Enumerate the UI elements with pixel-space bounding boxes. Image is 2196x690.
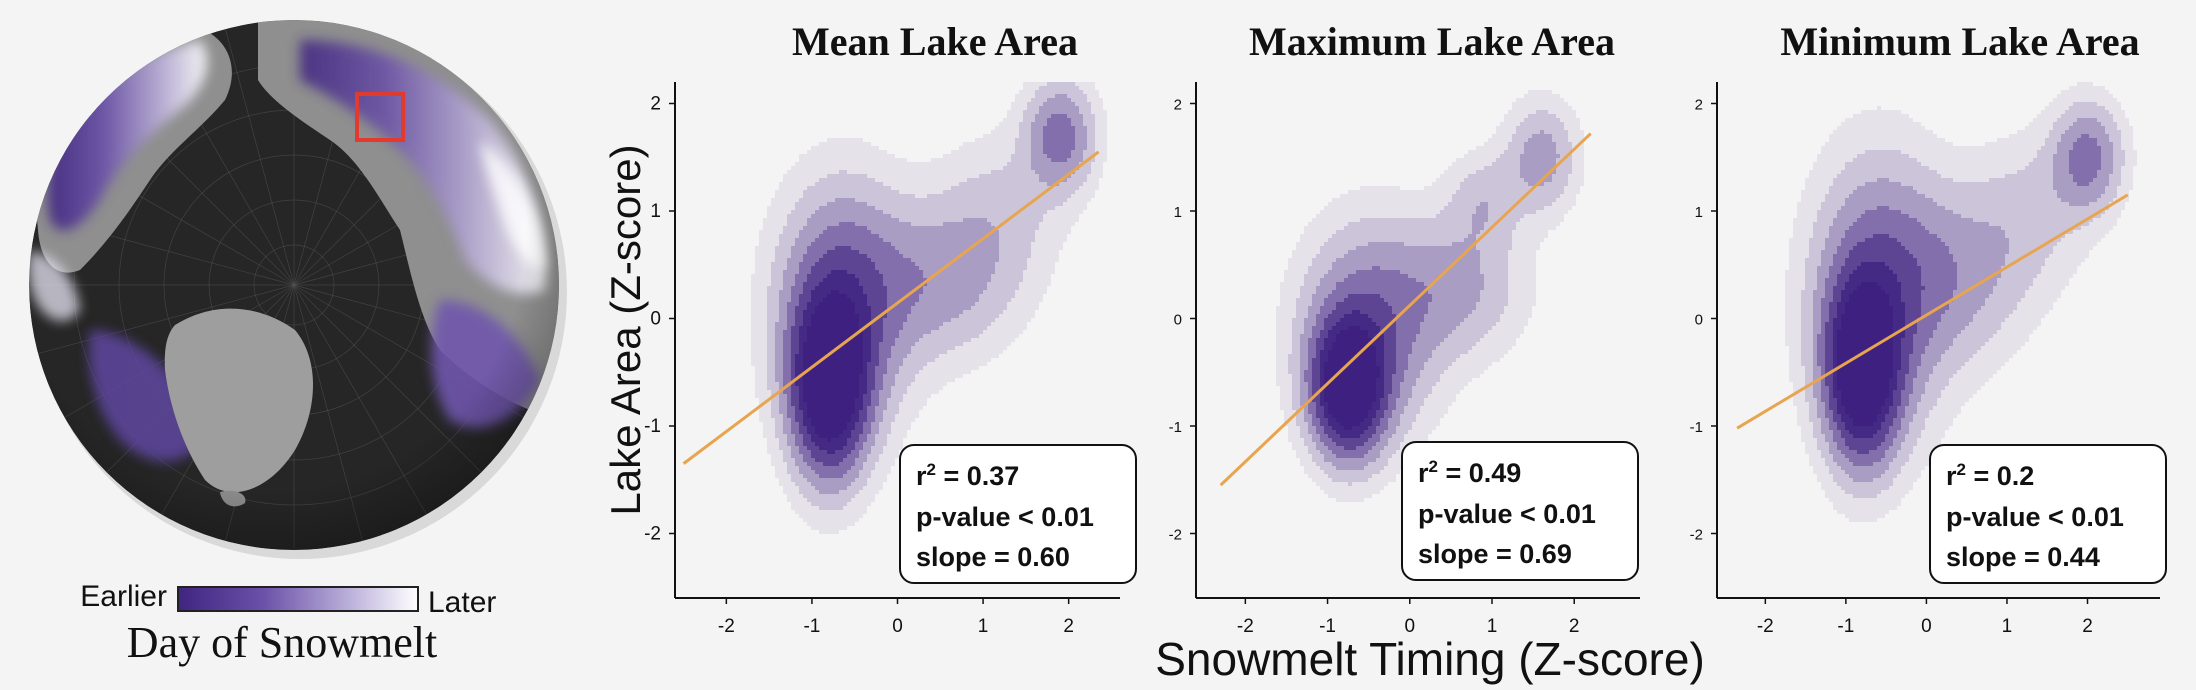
x-tick-label: -2 — [1757, 616, 1774, 637]
regression-line — [1219, 132, 1592, 487]
x-tick-label: -2 — [718, 616, 735, 637]
density-panel: -2 -1 0 1 2 2 1 0 -1 -2 Mean Lake Area r2 = 0.37 p-v… — [644, 19, 1137, 637]
snowmelt-map: Earlier Later Day of Snowmelt — [29, 20, 567, 667]
legend-earlier-label: Earlier — [80, 580, 167, 613]
panel-title: Maximum Lake Area — [1249, 19, 1615, 64]
x-tick-label: -1 — [803, 616, 820, 637]
map-title: Day of Snowmelt — [127, 618, 437, 667]
panel-title: Mean Lake Area — [792, 19, 1078, 64]
density-contours — [1276, 90, 1584, 502]
regression-line — [1736, 193, 2129, 430]
study-area-box — [355, 92, 405, 142]
x-tick-label: 0 — [1921, 616, 1932, 637]
y-tick-label: 2 — [1174, 97, 1182, 114]
y-tick-label: 1 — [1695, 204, 1703, 221]
slope-label: slope = 0.69 — [1418, 539, 1572, 569]
snowmelt-colorbar — [177, 586, 419, 612]
density-panel: -2 -1 0 1 2 2 1 0 -1 -2 Minimum Lake Area r2 = 0.2 p… — [1690, 19, 2167, 637]
x-tick-label: 0 — [892, 616, 903, 637]
shared-y-axis-label: Lake Area (Z-score) — [602, 144, 649, 515]
y-tick-label: 1 — [650, 201, 661, 222]
y-tick-label: -1 — [1690, 419, 1703, 436]
shared-x-axis-label: Snowmelt Timing (Z-score) — [1155, 633, 1705, 685]
stats-box — [899, 444, 1137, 584]
p-value-label: p-value < 0.01 — [1418, 499, 1596, 529]
r-squared-label: r2 = 0.49 — [1418, 457, 1521, 488]
y-tick-label: -2 — [1690, 527, 1703, 544]
x-tick-label: -2 — [1237, 616, 1254, 637]
y-tick-label: -1 — [1169, 419, 1182, 436]
globe-vignette — [29, 20, 559, 550]
x-tick-label: -1 — [1837, 616, 1854, 637]
x-tick-label: 1 — [978, 616, 989, 637]
slope-label: slope = 0.44 — [1946, 542, 2100, 572]
slope-label: slope = 0.60 — [916, 542, 1070, 572]
y-tick-label: 0 — [1695, 312, 1703, 329]
x-tick-label: 2 — [1569, 616, 1580, 637]
r-squared-label: r2 = 0.37 — [916, 460, 1019, 491]
y-tick-label: -2 — [644, 524, 661, 545]
regression-line — [682, 150, 1100, 465]
y-tick-label: -2 — [1169, 527, 1182, 544]
y-tick-label: 2 — [1695, 97, 1703, 114]
y-tick-label: 0 — [650, 309, 661, 330]
r-squared-label: r2 = 0.2 — [1946, 460, 2034, 491]
x-tick-label: 1 — [1487, 616, 1498, 637]
density-level — [1837, 282, 1893, 426]
legend-later-label: Later — [428, 586, 496, 619]
y-tick-label: 0 — [1174, 312, 1182, 329]
x-tick-label: 0 — [1404, 616, 1415, 637]
x-tick-label: 1 — [2002, 616, 2013, 637]
density-panel: -2 -1 0 1 2 2 1 0 -1 -2 Maximum Lake Area r2 = 0.49… — [1169, 19, 1640, 637]
x-tick-label: -1 — [1319, 616, 1336, 637]
density-panels: -2 -1 0 1 2 2 1 0 -1 -2 Mean Lake Area r2 = 0.37 p-v… — [644, 19, 2167, 637]
density-level — [803, 290, 863, 442]
p-value-label: p-value < 0.01 — [1946, 502, 2124, 532]
density-contours — [1785, 82, 2137, 522]
density-contours — [751, 82, 1107, 534]
y-tick-label: -1 — [644, 416, 661, 437]
panel-title: Minimum Lake Area — [1780, 19, 2139, 64]
stats-box — [1929, 444, 2167, 584]
x-tick-label: 2 — [2082, 616, 2093, 637]
y-tick-label: 2 — [650, 94, 661, 115]
y-tick-label: 1 — [1174, 204, 1182, 221]
x-tick-label: 2 — [1063, 616, 1074, 637]
p-value-label: p-value < 0.01 — [916, 502, 1094, 532]
density-level — [1324, 326, 1380, 430]
stats-box — [1401, 441, 1639, 581]
